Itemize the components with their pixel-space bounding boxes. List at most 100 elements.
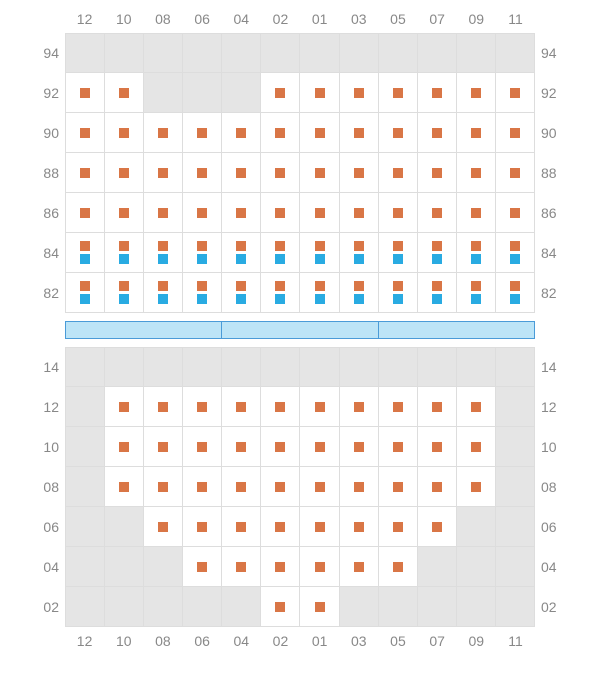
seat-cell[interactable] bbox=[379, 73, 418, 113]
seat-cell[interactable] bbox=[418, 507, 457, 547]
seat-cell[interactable] bbox=[340, 193, 379, 233]
seat-cell[interactable] bbox=[222, 467, 261, 507]
seat-cell[interactable] bbox=[261, 273, 300, 313]
seat-cell[interactable] bbox=[496, 273, 535, 313]
seat-cell[interactable] bbox=[300, 153, 339, 193]
seat-cell[interactable] bbox=[496, 233, 535, 273]
seat-cell[interactable] bbox=[379, 507, 418, 547]
seat-cell[interactable] bbox=[105, 233, 144, 273]
seat-cell[interactable] bbox=[496, 113, 535, 153]
seat-cell[interactable] bbox=[340, 427, 379, 467]
seat-cell[interactable] bbox=[340, 153, 379, 193]
seat-cell[interactable] bbox=[222, 113, 261, 153]
seat-cell[interactable] bbox=[65, 273, 105, 313]
seat-cell[interactable] bbox=[300, 193, 339, 233]
seat-cell[interactable] bbox=[222, 153, 261, 193]
seat-cell[interactable] bbox=[379, 153, 418, 193]
seat-cell[interactable] bbox=[457, 427, 496, 467]
seat-cell[interactable] bbox=[261, 507, 300, 547]
seat-cell[interactable] bbox=[261, 427, 300, 467]
seat-cell[interactable] bbox=[496, 73, 535, 113]
seat-cell[interactable] bbox=[105, 153, 144, 193]
seat-cell[interactable] bbox=[261, 73, 300, 113]
seat-cell[interactable] bbox=[261, 193, 300, 233]
seat-cell[interactable] bbox=[300, 233, 339, 273]
seat-cell[interactable] bbox=[65, 113, 105, 153]
seat-cell[interactable] bbox=[457, 467, 496, 507]
seat-cell[interactable] bbox=[457, 113, 496, 153]
seat-cell[interactable] bbox=[144, 387, 183, 427]
seat-cell[interactable] bbox=[457, 233, 496, 273]
seat-cell[interactable] bbox=[222, 547, 261, 587]
seat-cell[interactable] bbox=[261, 153, 300, 193]
seat-cell[interactable] bbox=[300, 467, 339, 507]
seat-cell[interactable] bbox=[418, 73, 457, 113]
seat-cell[interactable] bbox=[379, 233, 418, 273]
seat-cell[interactable] bbox=[418, 273, 457, 313]
seat-cell[interactable] bbox=[65, 73, 105, 113]
seat-cell[interactable] bbox=[379, 467, 418, 507]
seat-cell[interactable] bbox=[300, 427, 339, 467]
seat-cell[interactable] bbox=[300, 547, 339, 587]
seat-cell[interactable] bbox=[144, 193, 183, 233]
seat-cell[interactable] bbox=[496, 153, 535, 193]
seat-cell[interactable] bbox=[457, 193, 496, 233]
seat-cell[interactable] bbox=[418, 233, 457, 273]
seat-cell[interactable] bbox=[183, 113, 222, 153]
seat-cell[interactable] bbox=[105, 73, 144, 113]
seat-cell[interactable] bbox=[183, 507, 222, 547]
seat-cell[interactable] bbox=[183, 547, 222, 587]
seat-cell[interactable] bbox=[457, 273, 496, 313]
seat-cell[interactable] bbox=[261, 233, 300, 273]
seat-cell[interactable] bbox=[340, 273, 379, 313]
seat-cell[interactable] bbox=[340, 467, 379, 507]
seat-cell[interactable] bbox=[300, 387, 339, 427]
seat-cell[interactable] bbox=[300, 507, 339, 547]
seat-cell[interactable] bbox=[379, 273, 418, 313]
seat-cell[interactable] bbox=[418, 467, 457, 507]
seat-cell[interactable] bbox=[222, 427, 261, 467]
seat-cell[interactable] bbox=[222, 193, 261, 233]
seat-cell[interactable] bbox=[144, 507, 183, 547]
seat-cell[interactable] bbox=[261, 387, 300, 427]
seat-cell[interactable] bbox=[340, 73, 379, 113]
seat-cell[interactable] bbox=[457, 387, 496, 427]
seat-cell[interactable] bbox=[418, 113, 457, 153]
seat-cell[interactable] bbox=[340, 507, 379, 547]
seat-cell[interactable] bbox=[105, 193, 144, 233]
seat-cell[interactable] bbox=[65, 193, 105, 233]
seat-cell[interactable] bbox=[261, 587, 300, 627]
seat-cell[interactable] bbox=[144, 153, 183, 193]
seat-cell[interactable] bbox=[183, 467, 222, 507]
seat-cell[interactable] bbox=[379, 113, 418, 153]
seat-cell[interactable] bbox=[379, 193, 418, 233]
seat-cell[interactable] bbox=[222, 387, 261, 427]
seat-cell[interactable] bbox=[144, 273, 183, 313]
seat-cell[interactable] bbox=[144, 233, 183, 273]
seat-cell[interactable] bbox=[183, 427, 222, 467]
seat-cell[interactable] bbox=[300, 113, 339, 153]
seat-cell[interactable] bbox=[300, 587, 339, 627]
seat-cell[interactable] bbox=[144, 113, 183, 153]
seat-cell[interactable] bbox=[457, 73, 496, 113]
seat-cell[interactable] bbox=[222, 507, 261, 547]
seat-cell[interactable] bbox=[183, 387, 222, 427]
seat-cell[interactable] bbox=[222, 273, 261, 313]
seat-cell[interactable] bbox=[261, 113, 300, 153]
seat-cell[interactable] bbox=[300, 73, 339, 113]
seat-cell[interactable] bbox=[105, 427, 144, 467]
seat-cell[interactable] bbox=[222, 233, 261, 273]
seat-cell[interactable] bbox=[340, 547, 379, 587]
seat-cell[interactable] bbox=[65, 233, 105, 273]
seat-cell[interactable] bbox=[496, 193, 535, 233]
seat-cell[interactable] bbox=[340, 387, 379, 427]
seat-cell[interactable] bbox=[418, 153, 457, 193]
seat-cell[interactable] bbox=[144, 467, 183, 507]
seat-cell[interactable] bbox=[457, 153, 496, 193]
seat-cell[interactable] bbox=[105, 467, 144, 507]
seat-cell[interactable] bbox=[65, 153, 105, 193]
seat-cell[interactable] bbox=[183, 233, 222, 273]
seat-cell[interactable] bbox=[144, 427, 183, 467]
seat-cell[interactable] bbox=[105, 387, 144, 427]
seat-cell[interactable] bbox=[340, 113, 379, 153]
